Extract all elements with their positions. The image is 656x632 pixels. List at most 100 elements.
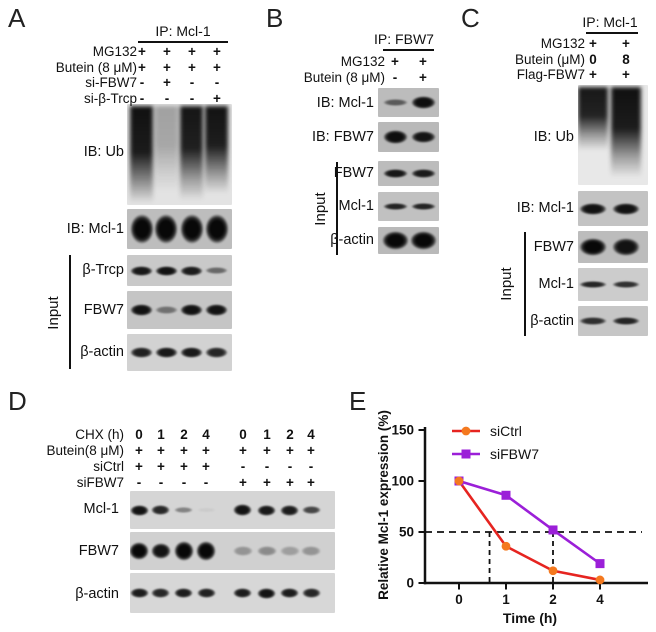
- blot-band: [150, 542, 171, 560]
- condition-value: +: [180, 459, 188, 474]
- condition-label: Butein (8 μM): [303, 69, 385, 85]
- panel-e-letter: E: [349, 386, 367, 416]
- data-point-siCtrl: [454, 476, 464, 486]
- blot-band: [280, 588, 300, 598]
- condition-value: +: [188, 44, 196, 59]
- condition-value: 4: [202, 427, 210, 442]
- condition-value: 4: [307, 427, 315, 442]
- condition-value: +: [202, 459, 210, 474]
- blot-band: [154, 347, 178, 358]
- condition-value: +: [163, 59, 171, 75]
- panel-a-ip-header: IP: Mcl-1: [155, 23, 211, 39]
- blot-band: [257, 504, 277, 516]
- condition-label: MG132: [92, 44, 137, 59]
- condition-value: +: [263, 475, 271, 490]
- condition-value: +: [188, 59, 196, 75]
- condition-value: -: [264, 459, 270, 474]
- condition-value: -: [240, 459, 246, 474]
- blot-band: [611, 281, 640, 288]
- blot-band: [232, 545, 253, 557]
- blot-band: [301, 546, 321, 556]
- condition-label: siFBW7: [76, 475, 124, 490]
- blot-band: [382, 99, 408, 106]
- condition-value: -: [214, 75, 220, 90]
- x-tick-label: 2: [549, 592, 557, 607]
- legend-label-siCtrl: siCtrl: [490, 423, 522, 439]
- blot-band: [151, 588, 171, 598]
- blot-b-ib-mcl1: [378, 88, 439, 117]
- condition-value: -: [189, 75, 195, 90]
- condition-value: +: [307, 475, 315, 490]
- condition-value: -: [392, 69, 398, 85]
- blot-label-b-ibfbw7: IB: FBW7: [311, 129, 374, 145]
- condition-value: +: [419, 69, 427, 85]
- blot-b-in-fbw7: [378, 161, 439, 186]
- blot-a-fbw7: [127, 291, 232, 329]
- x-tick-label: 4: [596, 592, 604, 607]
- condition-value: 1: [263, 427, 271, 442]
- blot-band: [173, 541, 194, 561]
- condition-value: +: [138, 59, 146, 75]
- blot-band: [174, 588, 194, 598]
- blot-label-a-fbw7: FBW7: [83, 302, 124, 318]
- data-point-siCtrl: [595, 575, 605, 585]
- blot-band: [410, 96, 436, 109]
- panel-b-ip-underline: [383, 49, 434, 51]
- input-label-c: Input: [498, 267, 515, 301]
- condition-label: MG132: [340, 54, 385, 69]
- blot-d-fbw7: [130, 532, 335, 570]
- blot-band: [280, 504, 300, 516]
- blot-band: [151, 505, 171, 515]
- blot-band: [204, 214, 229, 244]
- condition-value: +: [202, 443, 210, 458]
- blot-band: [130, 542, 150, 560]
- blot-band: [180, 265, 204, 276]
- blot-a-bactin: [127, 334, 232, 371]
- input-bracket-b: [336, 162, 338, 255]
- blot-label-c-ibmcl1: IB: Mcl-1: [516, 200, 574, 216]
- condition-value: -: [203, 475, 209, 490]
- panel-d-letter: D: [8, 386, 27, 416]
- condition-value: -: [189, 90, 195, 106]
- condition-value: +: [138, 44, 146, 59]
- condition-value: +: [589, 67, 597, 82]
- condition-label: siCtrl: [93, 459, 124, 474]
- blot-band: [154, 305, 178, 315]
- condition-value: 0: [589, 51, 597, 67]
- blot-band: [196, 507, 216, 513]
- condition-label: si-β-Trcp: [83, 90, 137, 106]
- blot-band: [410, 203, 436, 210]
- input-bracket-a: [69, 255, 71, 369]
- blot-band: [578, 237, 607, 257]
- condition-label: si-FBW7: [85, 75, 137, 90]
- blot-band: [578, 317, 607, 325]
- blot-smear-lane: [180, 106, 204, 203]
- blot-b-in-mcl1: [378, 192, 439, 221]
- blot-band: [130, 265, 154, 276]
- condition-label: MG132: [540, 36, 585, 51]
- blot-band: [196, 588, 216, 598]
- blot-label-a-btrcp: β-Trcp: [82, 262, 124, 278]
- blot-band: [154, 265, 178, 276]
- input-label-a: Input: [45, 296, 62, 330]
- blot-label-d-fbw7: FBW7: [78, 543, 119, 559]
- series-line-siFBW7: [458, 479, 601, 565]
- blot-band: [382, 130, 408, 144]
- blot-band: [382, 169, 408, 178]
- mcl1-decay-chart: 0 50 100 150 0 1 2 4 Relative Mcl-1 expression (…: [376, 410, 648, 626]
- condition-label: CHX (h): [75, 427, 124, 442]
- blot-smear-lane: [154, 106, 178, 203]
- condition-value: 1: [157, 427, 165, 442]
- blot-label-d-mcl1: Mcl-1: [83, 501, 119, 517]
- blot-band: [130, 304, 154, 316]
- blot-band: [611, 317, 640, 325]
- input-bracket-c: [524, 232, 526, 336]
- condition-value: +: [135, 443, 143, 458]
- y-tick-label: 0: [406, 576, 414, 591]
- panel-a-ip-underline: [138, 41, 228, 43]
- condition-value: +: [286, 475, 294, 490]
- panel-b-ip-header: IP: FBW7: [374, 31, 434, 47]
- blot-a-ub: [127, 104, 232, 205]
- condition-label: Butein (8 μM): [55, 59, 137, 75]
